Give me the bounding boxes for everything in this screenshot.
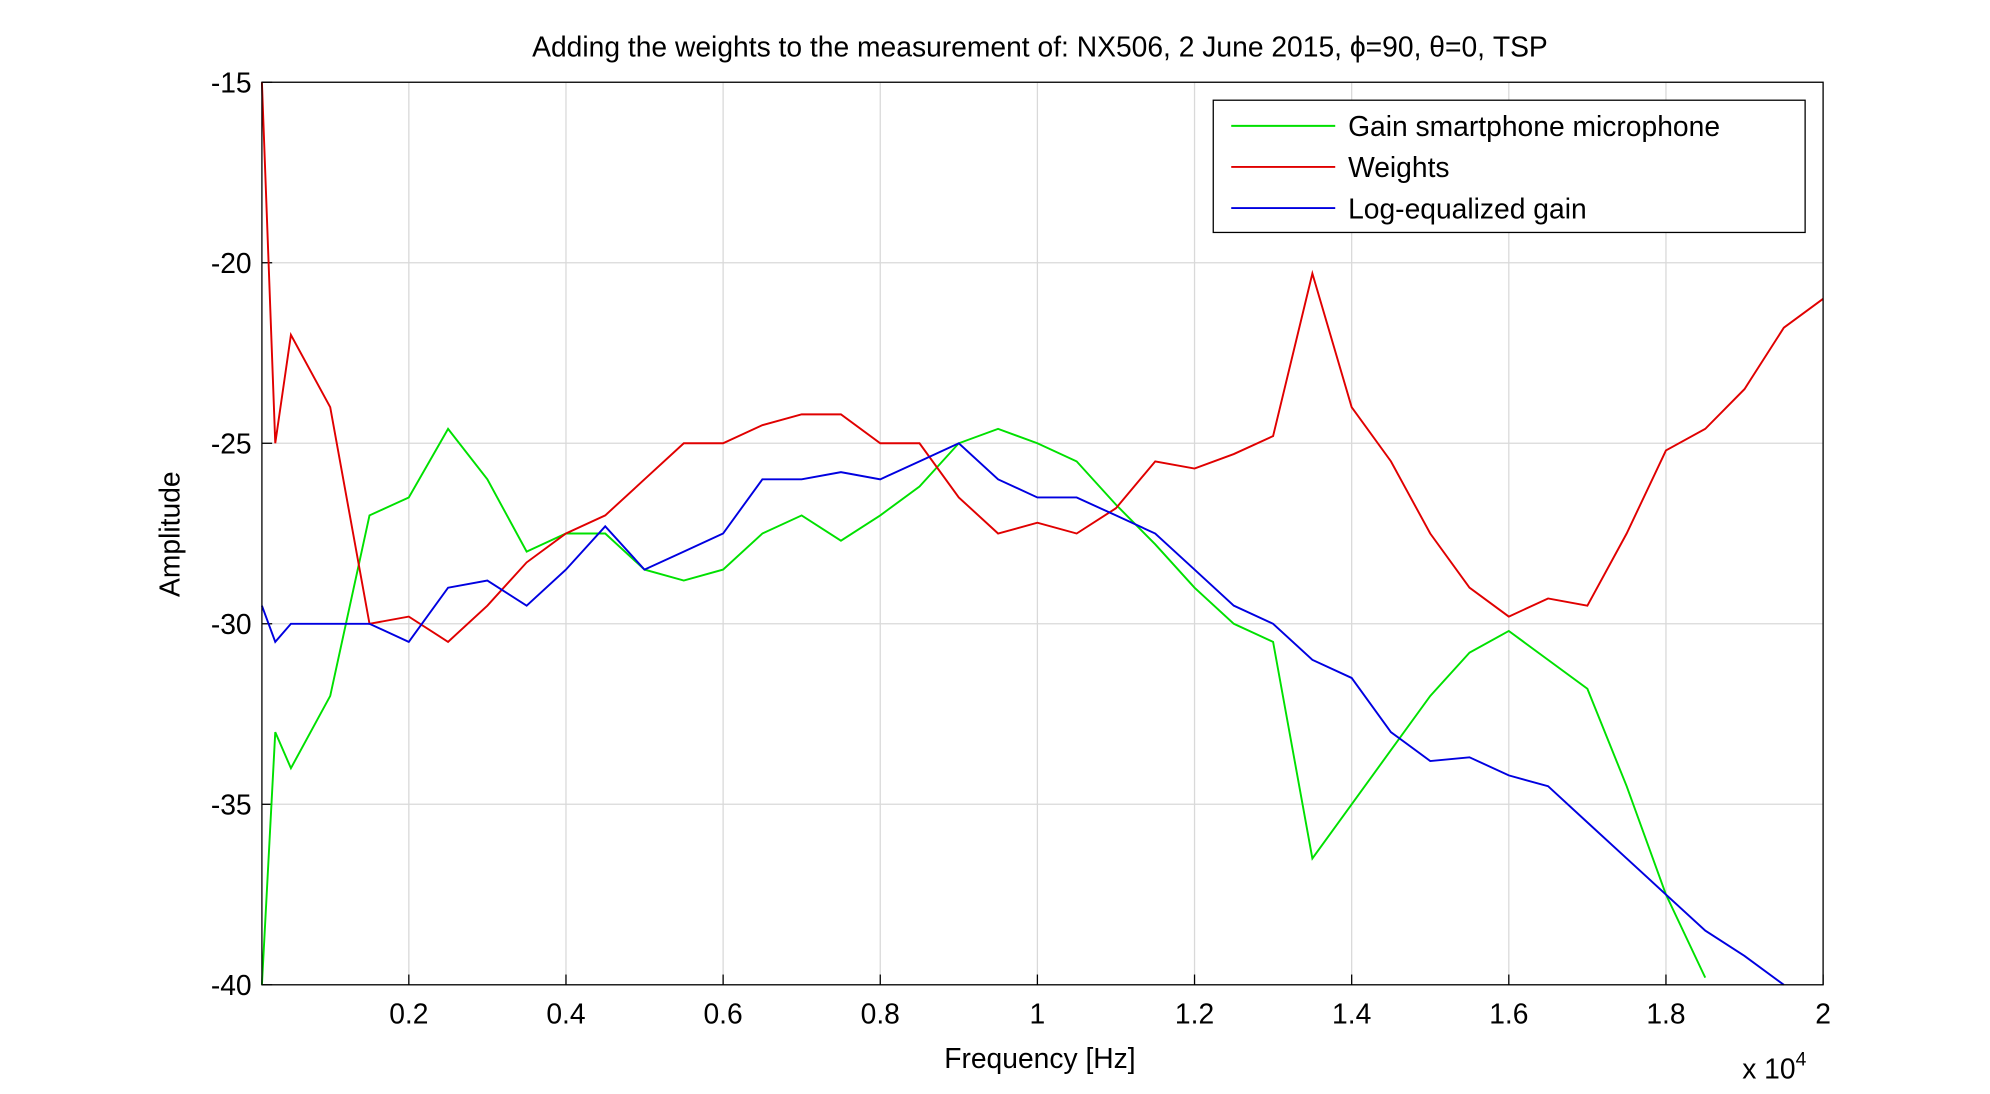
x-tick-label: 1 <box>1030 997 1046 1029</box>
y-tick-label: -30 <box>211 608 252 640</box>
x-tick-label: 1.8 <box>1646 997 1685 1029</box>
legend-label: Log-equalized gain <box>1348 192 1587 224</box>
x-tick-label: 1.6 <box>1489 997 1528 1029</box>
x-tick-label: 0.8 <box>861 997 900 1029</box>
y-axis-label: Amplitude <box>154 471 186 597</box>
y-tick-label: -35 <box>211 789 252 821</box>
x-tick-label: 0.4 <box>546 997 585 1029</box>
y-tick-label: -20 <box>211 247 252 279</box>
y-tick-label: -15 <box>211 67 252 99</box>
x-tick-label: 1.2 <box>1175 997 1214 1029</box>
series-line <box>260 82 1824 644</box>
x-axis-label: Frequency [Hz] <box>944 1042 1135 1074</box>
y-tick-label: -25 <box>211 428 252 460</box>
x-tick-label: 0.6 <box>703 997 742 1029</box>
legend-label: Weights <box>1348 151 1449 183</box>
x-tick-label: 2 <box>1815 997 1831 1029</box>
plot-frame <box>261 81 1824 986</box>
x-multiplier: x 104 <box>1742 1050 1806 1085</box>
x-multiplier-base: x 10 <box>1742 1053 1795 1085</box>
legend-label: Gain smartphone microphone <box>1348 110 1720 142</box>
series-line <box>261 442 1785 986</box>
x-tick-label: 0.2 <box>389 997 428 1029</box>
y-tick-label: -40 <box>211 969 252 1001</box>
x-tick-label: 1.4 <box>1332 997 1371 1029</box>
chart-title: Adding the weights to the measurement of… <box>532 31 1548 63</box>
x-multiplier-exponent: 4 <box>1796 1050 1807 1071</box>
